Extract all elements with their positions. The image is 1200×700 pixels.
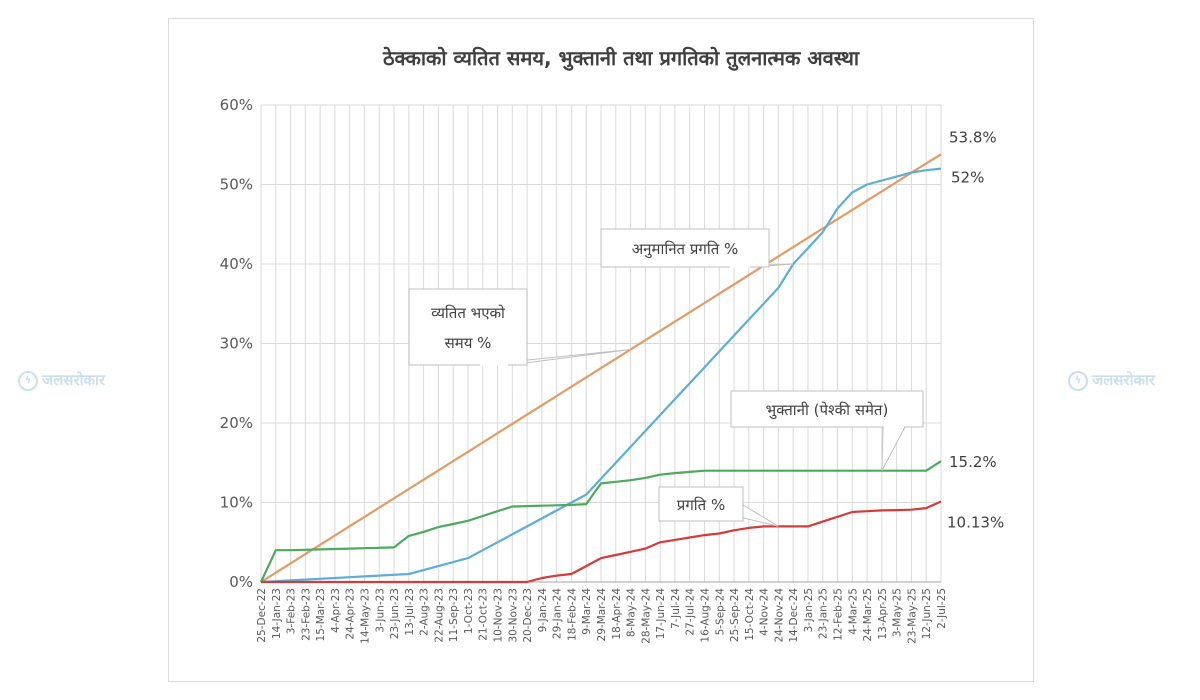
x-tick-label: 10-Nov-23 — [493, 588, 505, 643]
x-tick-label: 13-Jul-23 — [404, 588, 416, 636]
x-tick-label: 14-May-23 — [359, 588, 371, 644]
x-tick-label: 18-Feb-24 — [566, 588, 578, 641]
x-tick-label: 3-Jan-25 — [803, 588, 815, 632]
x-tick-label: 29-Jan-24 — [552, 588, 564, 639]
x-tick-label: 28-May-24 — [640, 588, 652, 644]
callout-pointer — [881, 426, 906, 471]
callout-text: प्रगति % — [677, 496, 725, 514]
x-tick-label: 3-Feb-23 — [286, 588, 298, 634]
callout: भुक्तानी (पेश्की समेत) — [730, 390, 924, 471]
chart-area: ठेक्काको व्यतित समय, भुक्तानी तथा प्रगति… — [168, 18, 1034, 682]
watermark-text: जलसरोकार — [1092, 371, 1156, 389]
x-tick-label: 14-Jan-23 — [271, 588, 283, 639]
x-tick-label: 12-Feb-25 — [833, 588, 845, 641]
x-tick-label: 2-Jul-25 — [936, 588, 948, 629]
callout-text: भुक्तानी (पेश्की समेत) — [766, 401, 889, 420]
x-tick-label: 30-Nov-23 — [507, 588, 519, 643]
x-tick-label: 25-Sep-24 — [729, 588, 741, 642]
chart-title: ठेक्काको व्यतित समय, भुक्तानी तथा प्रगति… — [382, 46, 860, 71]
lightning-logo-icon: ϟ — [1068, 370, 1088, 391]
callout-text: समय % — [445, 334, 492, 352]
x-tick-label: 23-Feb-23 — [300, 588, 312, 641]
callout: अनुमानित प्रगति % — [600, 228, 794, 268]
callout: प्रगति % — [658, 486, 779, 527]
series-line-3 — [261, 500, 942, 584]
x-tick-label: 23-May-25 — [906, 588, 918, 644]
x-tick-label: 14-Dec-24 — [788, 588, 800, 643]
x-tick-label: 13-Apr-25 — [877, 588, 889, 640]
callout-text: अनुमानित प्रगति % — [632, 240, 739, 259]
x-tick-label: 23-Jan-25 — [818, 588, 830, 639]
y-tick-label: 40% — [220, 255, 253, 273]
end-value-label: 15.2% — [949, 453, 997, 471]
x-tick-label: 8-May-24 — [626, 588, 638, 637]
series-line-2 — [260, 460, 942, 583]
x-tick-label: 27-Jul-24 — [685, 588, 697, 636]
x-tick-label: 24-Nov-24 — [773, 588, 785, 643]
x-tick-label: 1-Oct-23 — [463, 588, 475, 634]
end-value-label: 10.13% — [947, 513, 1004, 531]
callout-seam — [723, 503, 743, 514]
y-tick-label: 0% — [229, 573, 253, 591]
x-tick-label: 15-Mar-23 — [315, 588, 327, 641]
series-line-1 — [260, 167, 942, 584]
callout-text: व्यतित भएको — [431, 304, 506, 322]
callout-box — [658, 486, 744, 522]
x-tick-label: 24-Mar-25 — [862, 588, 874, 641]
x-tick-label: 9-Mar-24 — [581, 588, 593, 635]
callout-box — [600, 228, 770, 268]
callout: व्यतित भएको समय % — [408, 288, 631, 366]
end-value-label: 53.8% — [949, 128, 997, 146]
x-tick-label: 29-Mar-24 — [596, 588, 608, 642]
x-tick-label: 11-Sep-23 — [448, 588, 460, 642]
x-tick-label: 12-Jun-25 — [921, 588, 933, 639]
x-tick-label: 3-Jun-23 — [374, 588, 386, 633]
x-tick-label: 24-Apr-23 — [345, 588, 357, 640]
x-tick-label: 16-Aug-24 — [699, 588, 711, 643]
x-tick-label: 18-Apr-24 — [611, 588, 623, 640]
x-tick-label: 17-Jun-24 — [655, 588, 667, 640]
x-tick-label: 22-Aug-23 — [433, 588, 445, 643]
x-tick-label: 4-Apr-23 — [330, 588, 342, 633]
x-tick-label: 3-May-25 — [892, 588, 904, 637]
y-tick-label: 10% — [220, 494, 253, 512]
x-tick-label: 4-Mar-25 — [847, 588, 859, 635]
x-tick-label: 20-Dec-23 — [522, 588, 534, 643]
x-tick-label: 7-Jul-24 — [670, 588, 682, 629]
x-tick-label: 5-Sep-24 — [714, 588, 726, 636]
x-tick-label: 9-Jan-24 — [537, 588, 549, 633]
y-tick-label: 60% — [220, 96, 253, 114]
watermark-text: जलसरोकार — [42, 371, 106, 389]
x-tick-label: 25-Dec-22 — [256, 588, 268, 643]
lightning-logo-icon: ϟ — [18, 370, 38, 391]
x-tick-label: 23-Jun-23 — [389, 588, 401, 639]
line-chart: ठेक्काको व्यतित समय, भुक्तानी तथा प्रगति… — [220, 46, 1005, 644]
x-tick-label: 21-Oct-23 — [478, 588, 490, 641]
y-tick-label: 50% — [220, 176, 253, 194]
x-tick-label: 2-Aug-23 — [419, 588, 431, 636]
y-tick-label: 30% — [220, 335, 253, 353]
x-tick-label: 4-Nov-24 — [759, 588, 771, 636]
end-value-label: 52% — [951, 169, 984, 187]
y-tick-label: 20% — [220, 414, 253, 432]
callout-box — [408, 288, 528, 366]
callout-box — [730, 390, 924, 428]
x-tick-label: 15-Oct-24 — [744, 588, 756, 641]
